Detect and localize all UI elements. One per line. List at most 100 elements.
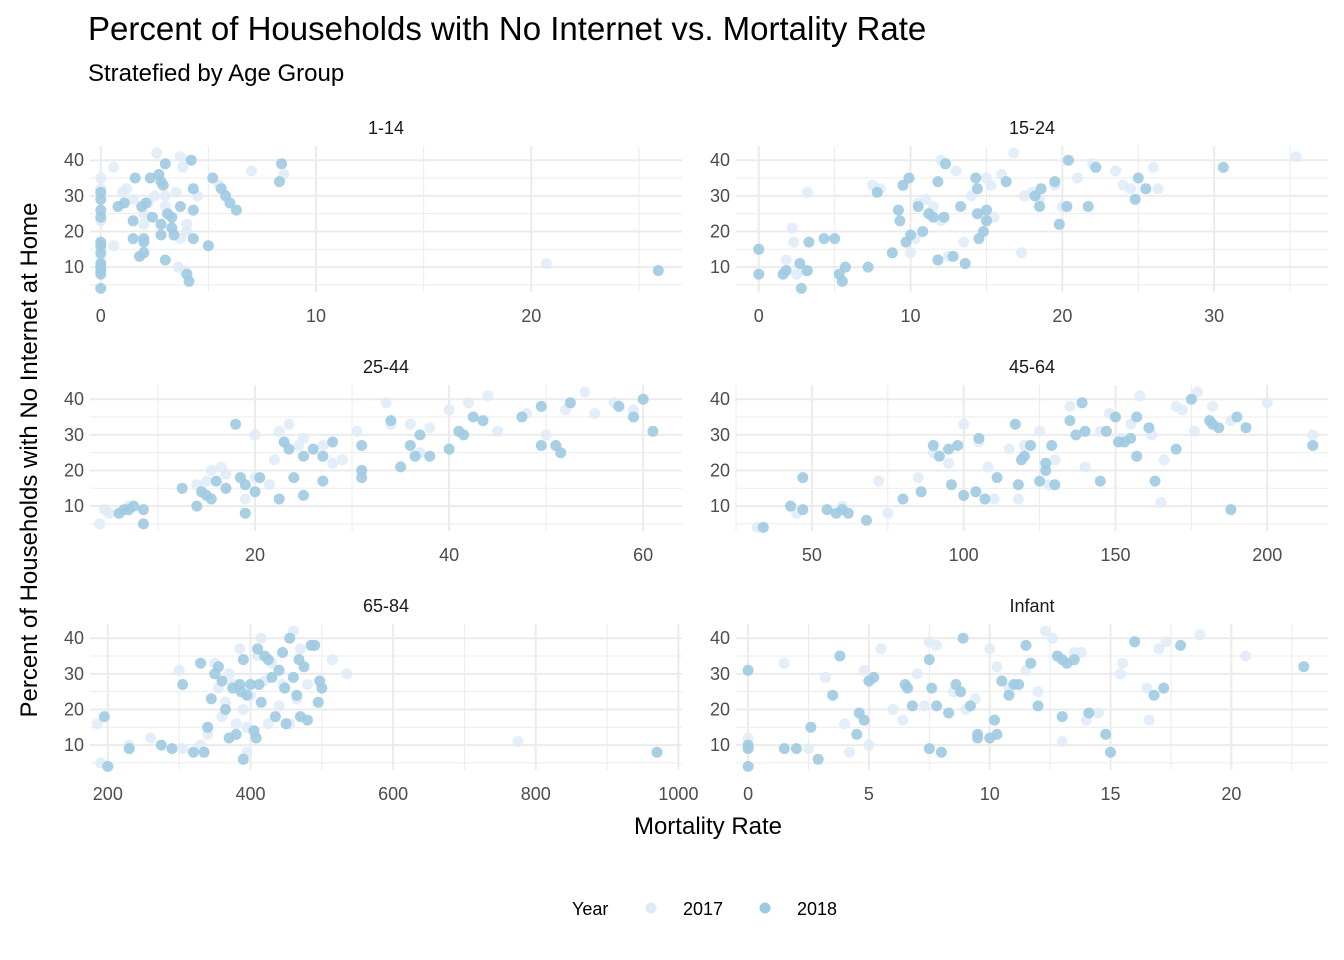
y-tick-label: 40	[64, 628, 84, 648]
point-2017	[786, 222, 798, 234]
point-2018	[940, 158, 951, 170]
point-2018	[1170, 443, 1182, 455]
y-tick-label: 10	[710, 257, 730, 277]
point-2018	[230, 204, 242, 216]
point-2017	[177, 161, 189, 173]
point-2018	[1132, 172, 1144, 184]
point-2018	[897, 179, 909, 191]
point-2018	[155, 739, 167, 751]
point-2017	[159, 190, 171, 202]
point-2018	[742, 664, 754, 676]
point-2018	[467, 411, 479, 423]
y-tick-label: 10	[64, 735, 84, 755]
point-2017	[985, 179, 997, 191]
point-2017	[1012, 493, 1024, 505]
point-2017	[127, 193, 139, 205]
point-2017	[230, 718, 242, 730]
point-2018	[277, 647, 289, 658]
point-2018	[742, 760, 754, 772]
legend-label-2018: 2018	[797, 899, 837, 919]
panel-1-14: 1-14 0 10 20 10 20 30 40	[64, 118, 682, 326]
point-2018	[902, 682, 914, 694]
point-2017	[911, 668, 923, 680]
point-2017	[1160, 636, 1172, 648]
facet-label: 45-64	[1009, 357, 1055, 377]
point-2018	[1035, 183, 1047, 195]
point-2018	[187, 233, 199, 245]
point-2018	[794, 258, 806, 269]
point-2018	[1094, 475, 1106, 487]
point-2018	[205, 493, 217, 505]
x-tick-label: 150	[1100, 545, 1130, 565]
x-tick-label: 20	[245, 545, 265, 565]
point-2018	[185, 154, 197, 166]
point-2018	[906, 700, 918, 712]
point-2018	[778, 743, 790, 755]
point-2018	[187, 183, 199, 195]
point-2017	[1079, 461, 1091, 473]
point-2018	[797, 504, 809, 516]
point-2017	[982, 461, 994, 473]
point-2017	[1049, 454, 1061, 466]
point-2018	[1062, 154, 1074, 166]
point-2018	[805, 721, 817, 733]
point-2017	[1158, 454, 1170, 466]
point-2018	[827, 689, 839, 701]
point-2018	[780, 265, 792, 277]
point-2018	[1231, 411, 1243, 423]
point-2018	[191, 500, 203, 512]
point-2018	[923, 654, 935, 666]
point-2017	[1056, 736, 1068, 747]
point-2018	[1046, 440, 1058, 451]
point-2018	[166, 211, 178, 223]
point-2018	[955, 686, 967, 698]
point-2017	[482, 390, 494, 402]
point-2017	[943, 457, 954, 469]
point-2018	[834, 650, 846, 662]
point-2017	[255, 632, 267, 644]
point-2018	[1090, 161, 1102, 173]
point-2017	[1015, 247, 1027, 259]
point-2017	[1290, 151, 1302, 163]
point-2017	[919, 700, 930, 712]
point-2018	[166, 743, 178, 755]
point-2018	[943, 443, 954, 455]
point-2018	[1148, 689, 1160, 701]
point-2018	[273, 664, 285, 676]
point-2017	[1194, 629, 1206, 641]
y-tick-label: 10	[64, 496, 84, 516]
point-2018	[207, 172, 219, 184]
point-2018	[385, 415, 397, 427]
point-2018	[1029, 190, 1041, 202]
point-2018	[613, 400, 625, 412]
point-2018	[1131, 411, 1143, 423]
point-2017	[1143, 714, 1155, 726]
point-2017	[1261, 397, 1273, 409]
point-2018	[202, 240, 214, 252]
chart-subtitle: Stratefied by Age Group	[88, 60, 345, 87]
point-2018	[157, 179, 169, 191]
y-tick-label: 40	[710, 628, 730, 648]
point-2017	[839, 718, 851, 730]
x-tick-label: 30	[1204, 306, 1224, 326]
point-2017	[223, 668, 235, 680]
point-2017	[380, 397, 392, 409]
point-2018	[842, 507, 854, 519]
point-2017	[302, 679, 313, 690]
point-2017	[1072, 172, 1083, 184]
x-tick-label: 800	[521, 784, 551, 804]
point-2018	[1083, 707, 1095, 719]
point-2018	[647, 425, 659, 437]
point-2018	[927, 211, 939, 223]
point-2018	[284, 632, 296, 644]
point-2017	[336, 454, 348, 466]
point-2018	[912, 201, 924, 212]
point-2018	[316, 682, 328, 694]
point-2018	[1225, 504, 1237, 516]
point-2018	[795, 282, 807, 294]
point-2017	[95, 172, 107, 184]
point-2018	[535, 400, 547, 412]
point-2018	[637, 393, 649, 405]
point-2017	[858, 664, 870, 676]
